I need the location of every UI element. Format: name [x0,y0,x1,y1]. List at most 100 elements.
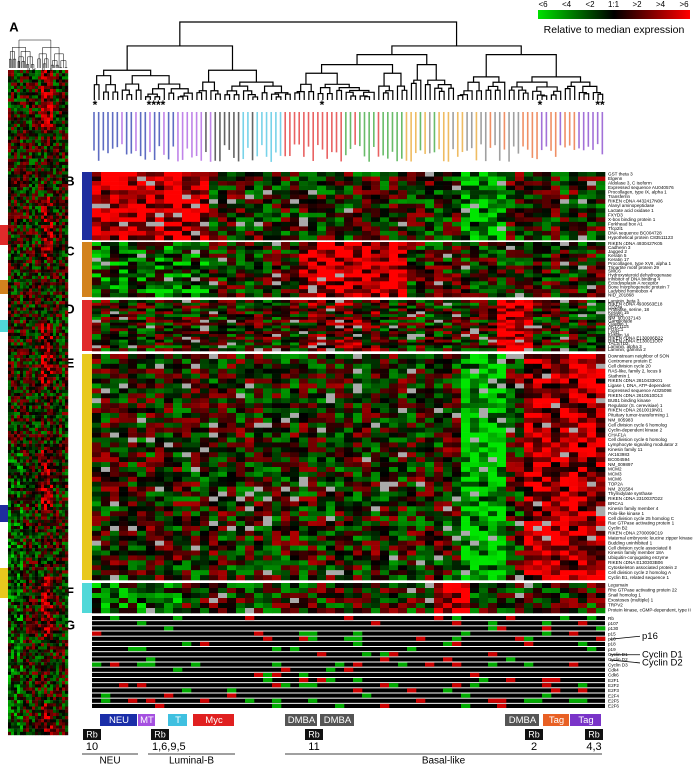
heatmap-cell [254,300,264,304]
heatmap-cell [533,226,543,232]
heatmap-cell [362,540,372,546]
heatmap-cell [344,342,354,346]
heatmap-cell [569,293,579,298]
heatmap-cell [470,481,480,487]
heatmap-cell [407,452,417,458]
heatmap-cell [407,408,417,414]
heatmap-cell [362,437,372,443]
heatmap-cell [281,314,291,318]
heatmap-cell [569,208,579,214]
heatmap-cell [578,393,588,399]
heatmap-cell [479,226,489,232]
heatmap-cell [362,412,372,419]
heatmap-cell [344,199,354,205]
heatmap-cell [326,261,336,266]
heatmap-cell [218,427,228,433]
heatmap-cell [173,403,183,409]
heatmap-cell [272,221,282,227]
heatmap-cell [326,230,336,236]
heatmap-cell [173,457,183,463]
heatmap-cell [326,486,336,492]
heatmap-cell [173,388,183,394]
heatmap-cell [290,373,300,379]
heatmap-cell [506,289,516,294]
heatmap-cell [515,486,525,492]
heatmap-cell [335,481,345,487]
heatmap-cell [362,203,372,209]
heatmap-cell [443,257,453,262]
heatmap-cell [335,308,345,312]
heatmap-cell [578,412,588,419]
heatmap-cell [209,322,219,326]
heatmap-cell [290,221,300,227]
heatmap-cell [371,398,381,404]
heatmap-cell [515,501,525,507]
heatmap-cell [497,249,507,255]
heatmap-cell [317,545,327,551]
heatmap-cell [524,540,534,546]
heatmap-cell [290,194,300,200]
heatmap-cell [326,506,336,512]
heatmap-cell [236,269,246,274]
heatmap-cell [560,354,570,360]
heatmap-cell [101,412,111,419]
heatmap-cell [227,293,237,298]
heatmap-cell [326,226,336,232]
heatmap-cell [146,403,156,409]
heatmap-cell [506,452,516,458]
heatmap-cell [407,383,417,389]
heatmap-cell [164,172,174,177]
heatmap-cell [479,331,489,335]
heatmap-cell [506,235,516,241]
heatmap-cell [335,249,345,255]
heatmap-cell [596,311,606,315]
heatmap-cell [317,311,327,315]
heatmap-cell [551,285,561,290]
heatmap-cell [443,422,453,428]
heatmap-cell [461,442,471,448]
heatmap-cell [263,172,273,177]
heatmap-cell [488,322,498,326]
heatmap-cell [344,476,354,483]
heatmap-cell [128,516,138,522]
heatmap-cell [236,261,246,266]
heatmap-cell [299,408,309,414]
heatmap-cell [560,181,570,186]
heatmap-cell [479,305,489,309]
heatmap-cell [569,194,579,200]
heatmap-cell [488,281,498,286]
heatmap-cell [434,378,444,384]
heatmap-cell [128,181,138,186]
heatmap-cell [461,190,471,195]
heatmap-cell [272,516,282,522]
heatmap-cell [560,185,570,191]
heatmap-cell [596,322,606,326]
heatmap-cell [434,257,444,262]
heatmap-cell [173,383,183,389]
heatmap-cell [191,293,201,298]
heatmap-cell [452,511,462,517]
heatmap-cell [317,230,327,236]
heatmap-cell [218,540,228,546]
heatmap-cell [587,506,597,512]
heatmap-cell [380,226,390,232]
heatmap-cell [398,358,408,365]
heatmap-cell [101,525,111,532]
heatmap-cell [155,486,165,492]
heatmap-cell [164,235,174,241]
heatmap-cell [317,300,327,304]
heatmap-cell [560,427,570,433]
heatmap-cell [596,217,606,223]
heatmap-cell [317,345,327,349]
heatmap-cell [191,432,201,438]
heatmap-cell [560,322,570,326]
heatmap-cell [191,516,201,522]
heatmap-cell [218,422,228,428]
heatmap-cell [209,447,219,453]
heatmap-cell [344,261,354,266]
heatmap-cell [119,257,129,262]
heatmap-cell [416,457,426,463]
heatmap-cell [362,305,372,309]
heatmap-cell [578,471,588,478]
heatmap-cell [236,190,246,195]
